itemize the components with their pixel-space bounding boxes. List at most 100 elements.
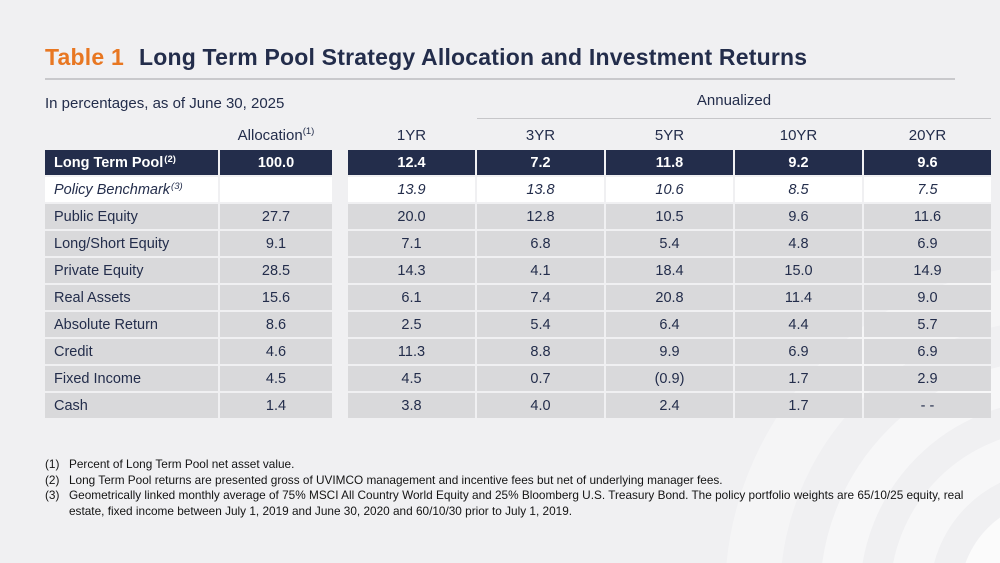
table-body: Long Term Pool (2) 100.0 12.4 7.2 11.8 9.… <box>45 150 991 418</box>
strategy-name-cell: Public Equity <box>45 204 218 229</box>
return-5yr-cell: 11.8 <box>606 150 733 175</box>
strategy-name-cell: Cash <box>45 393 218 418</box>
footnote-number: (1) <box>45 457 60 471</box>
allocation-cell: 100.0 <box>220 150 332 175</box>
return-1yr-cell: 6.1 <box>348 285 475 310</box>
allocation-cell: 9.1 <box>220 231 332 256</box>
return-10yr-cell: 9.6 <box>735 204 862 229</box>
column-header-10yr: 10YR <box>779 126 818 144</box>
column-gap <box>334 150 346 175</box>
annualized-label: Annualized <box>696 92 772 109</box>
allocation-cell: 27.7 <box>220 204 332 229</box>
return-10yr-cell: 4.8 <box>735 231 862 256</box>
return-5yr-cell: 2.4 <box>606 393 733 418</box>
footnote-number: (3) <box>45 488 60 502</box>
return-5yr-cell: 20.8 <box>606 285 733 310</box>
footnote-number: (2) <box>45 472 60 487</box>
allocation-cell: 4.5 <box>220 366 332 391</box>
return-3yr-cell: 7.2 <box>477 150 604 175</box>
return-20yr-cell: 9.0 <box>864 285 991 310</box>
table-row: Public Equity 27.7 20.0 12.8 10.5 9.6 11… <box>45 204 991 229</box>
return-3yr-cell: 7.4 <box>477 285 604 310</box>
return-1yr-cell: 4.5 <box>348 366 475 391</box>
return-20yr-cell: 6.9 <box>864 231 991 256</box>
return-20yr-cell: 9.6 <box>864 150 991 175</box>
table-number-label: Table 1 <box>45 44 124 70</box>
allocation-cell: 15.6 <box>220 285 332 310</box>
table-row: Fixed Income 4.5 4.5 0.7 (0.9) 1.7 2.9 <box>45 366 991 391</box>
return-1yr-cell: 14.3 <box>348 258 475 283</box>
returns-table: In percentages, as of June 30, 2025 Annu… <box>45 92 991 418</box>
footnote-text: Geometrically linked monthly average of … <box>69 488 964 518</box>
strategy-name-cell: Fixed Income <box>45 366 218 391</box>
return-3yr-cell: 8.8 <box>477 339 604 364</box>
return-10yr-cell: 15.0 <box>735 258 862 283</box>
table-title-text: Long Term Pool Strategy Allocation and I… <box>138 44 808 70</box>
return-10yr-cell: 4.4 <box>735 312 862 337</box>
column-header-5yr: 5YR <box>654 126 685 144</box>
return-10yr-cell: 8.5 <box>735 177 862 202</box>
return-1yr-cell: 2.5 <box>348 312 475 337</box>
column-header-row: Allocation(1) 1YR 3YR 5YR 10YR 20YR <box>45 120 991 150</box>
return-5yr-cell: 18.4 <box>606 258 733 283</box>
column-gap <box>334 366 346 391</box>
footnote-text: Long Term Pool returns are presented gro… <box>69 472 723 487</box>
column-header-1yr: 1YR <box>396 126 427 144</box>
allocation-cell: 4.6 <box>220 339 332 364</box>
table-row: Credit 4.6 11.3 8.8 9.9 6.9 6.9 <box>45 339 991 364</box>
column-gap <box>334 312 346 337</box>
return-1yr-cell: 11.3 <box>348 339 475 364</box>
column-gap <box>334 231 346 256</box>
return-10yr-cell: 1.7 <box>735 366 862 391</box>
strategy-name-cell: Private Equity <box>45 258 218 283</box>
column-gap <box>334 204 346 229</box>
annualized-group-header: Annualized <box>477 92 991 119</box>
return-1yr-cell: 3.8 <box>348 393 475 418</box>
return-3yr-cell: 4.0 <box>477 393 604 418</box>
footnote-text: Percent of Long Term Pool net asset valu… <box>69 457 295 471</box>
table-row: Private Equity 28.5 14.3 4.1 18.4 15.0 1… <box>45 258 991 283</box>
footnotes: (1) Percent of Long Term Pool net asset … <box>45 457 983 519</box>
return-5yr-cell: 5.4 <box>606 231 733 256</box>
column-gap <box>334 285 346 310</box>
column-gap <box>334 339 346 364</box>
footnote-marker: (1) <box>302 126 315 137</box>
footnote-marker: (3) <box>171 181 183 192</box>
table-row: Long/Short Equity 9.1 7.1 6.8 5.4 4.8 6.… <box>45 231 991 256</box>
return-20yr-cell: - - <box>864 393 991 418</box>
return-20yr-cell: 5.7 <box>864 312 991 337</box>
strategy-name-cell: Absolute Return <box>45 312 218 337</box>
strategy-name-cell: Credit <box>45 339 218 364</box>
footnote-3: (3) Geometrically linked monthly average… <box>45 488 983 519</box>
footnote-marker: (2) <box>164 154 176 165</box>
return-10yr-cell: 9.2 <box>735 150 862 175</box>
footnote-2: (2) Long Term Pool returns are presented… <box>45 473 983 489</box>
allocation-cell: 28.5 <box>220 258 332 283</box>
column-gap <box>334 177 346 202</box>
strategy-name-cell: Long Term Pool (2) <box>45 150 218 175</box>
column-gap <box>334 258 346 283</box>
return-3yr-cell: 5.4 <box>477 312 604 337</box>
return-5yr-cell: 6.4 <box>606 312 733 337</box>
return-20yr-cell: 14.9 <box>864 258 991 283</box>
return-20yr-cell: 6.9 <box>864 339 991 364</box>
return-5yr-cell: 9.9 <box>606 339 733 364</box>
return-10yr-cell: 11.4 <box>735 285 862 310</box>
return-3yr-cell: 13.8 <box>477 177 604 202</box>
column-header-allocation: Allocation(1) <box>237 126 315 144</box>
footnote-1: (1) Percent of Long Term Pool net asset … <box>45 457 983 473</box>
strategy-name-cell: Real Assets <box>45 285 218 310</box>
table-subtitle: In percentages, as of June 30, 2025 <box>45 95 285 112</box>
return-3yr-cell: 6.8 <box>477 231 604 256</box>
return-1yr-cell: 7.1 <box>348 231 475 256</box>
return-5yr-cell: 10.6 <box>606 177 733 202</box>
return-10yr-cell: 6.9 <box>735 339 862 364</box>
allocation-cell: 1.4 <box>220 393 332 418</box>
table-row: Absolute Return 8.6 2.5 5.4 6.4 4.4 5.7 <box>45 312 991 337</box>
return-20yr-cell: 2.9 <box>864 366 991 391</box>
return-3yr-cell: 0.7 <box>477 366 604 391</box>
title-divider <box>45 78 955 80</box>
return-3yr-cell: 12.8 <box>477 204 604 229</box>
strategy-name-cell: Long/Short Equity <box>45 231 218 256</box>
return-3yr-cell: 4.1 <box>477 258 604 283</box>
